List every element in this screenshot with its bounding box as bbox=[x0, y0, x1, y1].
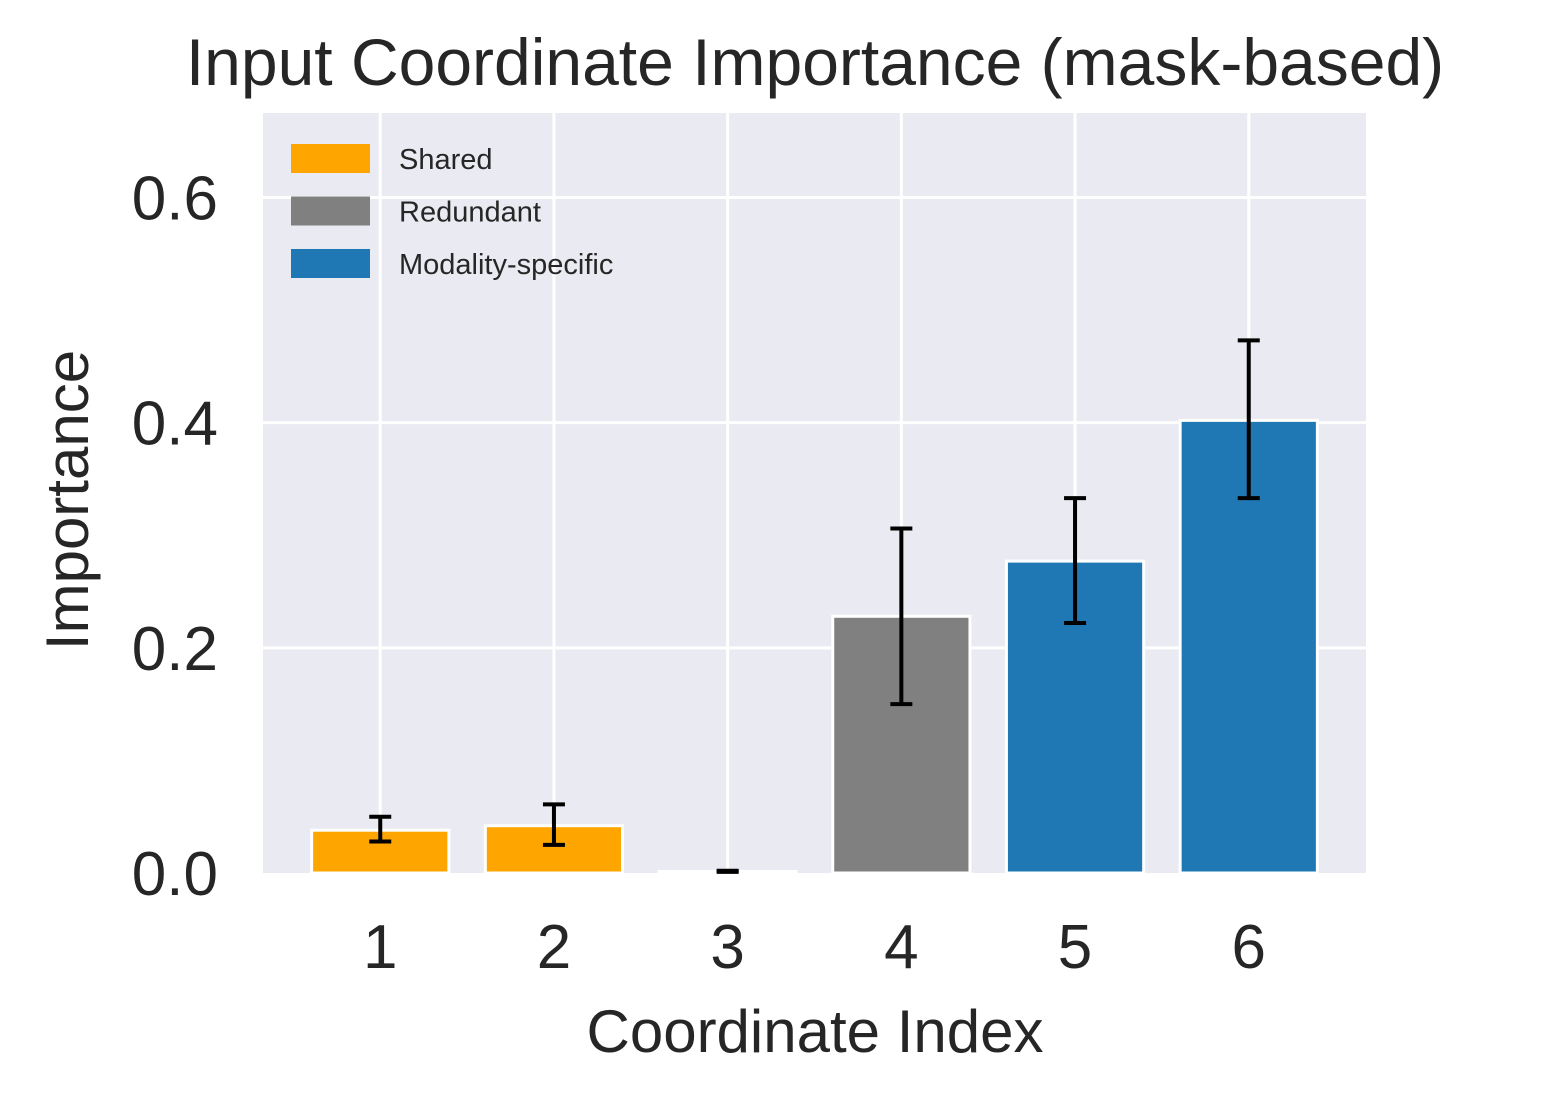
y-tick-label-1: 0.2 bbox=[132, 615, 218, 684]
legend-swatch-1 bbox=[291, 196, 370, 226]
x-tick-label-6: 6 bbox=[1232, 913, 1266, 982]
x-tick-label-2: 2 bbox=[537, 913, 571, 982]
y-tick-label-0: 0.0 bbox=[132, 840, 218, 909]
y-tick-label-2: 0.4 bbox=[132, 390, 218, 459]
x-axis-label: Coordinate Index bbox=[587, 998, 1044, 1065]
legend-swatch-0 bbox=[291, 144, 370, 173]
error-bar-1 bbox=[369, 814, 392, 844]
y-axis-ticks: 0.0 0.2 0.4 0.6 bbox=[132, 164, 218, 909]
legend-swatch-2 bbox=[291, 249, 370, 278]
error-bar-5 bbox=[1064, 496, 1087, 626]
x-tick-label-5: 5 bbox=[1058, 913, 1092, 982]
legend-label-1: Redundant bbox=[399, 197, 541, 229]
x-axis-ticks: 1 2 3 4 5 6 bbox=[363, 913, 1266, 982]
x-tick-label-1: 1 bbox=[363, 913, 397, 982]
y-tick-label-3: 0.6 bbox=[132, 164, 218, 233]
chart-title: Input Coordinate Importance (mask-based) bbox=[186, 25, 1444, 99]
legend: Shared Redundant Modality-specific bbox=[291, 144, 613, 281]
legend-label-2: Modality-specific bbox=[399, 249, 613, 281]
x-tick-label-3: 3 bbox=[710, 913, 744, 982]
legend-item-0: Shared bbox=[291, 144, 493, 176]
error-bar-4 bbox=[890, 526, 913, 707]
legend-label-0: Shared bbox=[399, 144, 493, 176]
error-bars bbox=[369, 338, 1260, 874]
legend-item-2: Modality-specific bbox=[291, 249, 613, 281]
legend-item-1: Redundant bbox=[291, 196, 541, 229]
y-axis-label: Importance bbox=[34, 350, 101, 650]
error-bar-6 bbox=[1237, 338, 1260, 501]
bars bbox=[310, 418, 1319, 875]
error-bar-3 bbox=[716, 868, 739, 874]
x-tick-label-4: 4 bbox=[884, 913, 918, 982]
error-bar-2 bbox=[542, 802, 565, 847]
